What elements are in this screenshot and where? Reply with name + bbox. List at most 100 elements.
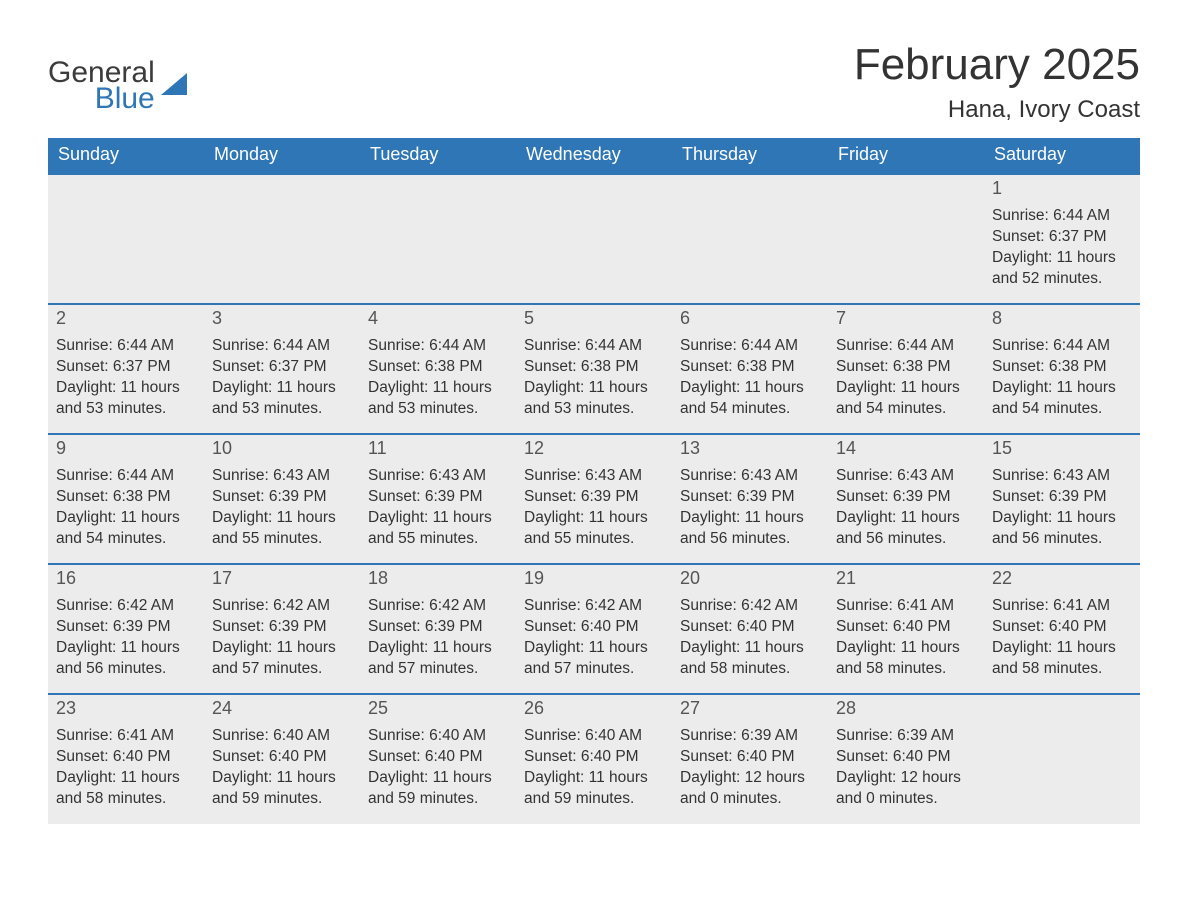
weekday-header: Tuesday [360,138,516,174]
day-body: Sunrise: 6:44 AMSunset: 6:37 PMDaylight:… [984,202,1140,300]
header: General Blue February 2025 Hana, Ivory C… [48,40,1140,124]
day-body: Sunrise: 6:40 AMSunset: 6:40 PMDaylight:… [204,722,360,820]
day-body: Sunrise: 6:40 AMSunset: 6:40 PMDaylight:… [360,722,516,820]
calendar-cell: 6Sunrise: 6:44 AMSunset: 6:38 PMDaylight… [672,304,828,434]
calendar-cell: 15Sunrise: 6:43 AMSunset: 6:39 PMDayligh… [984,434,1140,564]
sunset-text: Sunset: 6:38 PM [836,357,976,378]
day-number: 13 [672,435,828,462]
daylight-text: Daylight: 11 hours and 54 minutes. [56,508,196,550]
calendar-cell: 20Sunrise: 6:42 AMSunset: 6:40 PMDayligh… [672,564,828,694]
calendar-cell: 26Sunrise: 6:40 AMSunset: 6:40 PMDayligh… [516,694,672,824]
sunrise-text: Sunrise: 6:40 AM [524,726,664,747]
sunset-text: Sunset: 6:39 PM [680,487,820,508]
sail-icon [159,71,189,102]
day-number: 18 [360,565,516,592]
calendar-cell: 3Sunrise: 6:44 AMSunset: 6:37 PMDaylight… [204,304,360,434]
calendar-cell: 4Sunrise: 6:44 AMSunset: 6:38 PMDaylight… [360,304,516,434]
daylight-text: Daylight: 11 hours and 59 minutes. [212,768,352,810]
day-number: 7 [828,305,984,332]
day-number: 12 [516,435,672,462]
weekday-header: Saturday [984,138,1140,174]
sunrise-text: Sunrise: 6:39 AM [836,726,976,747]
day-number: 26 [516,695,672,722]
sunset-text: Sunset: 6:40 PM [524,747,664,768]
sunrise-text: Sunrise: 6:42 AM [680,596,820,617]
sunset-text: Sunset: 6:40 PM [836,747,976,768]
sunset-text: Sunset: 6:39 PM [368,617,508,638]
daylight-text: Daylight: 11 hours and 57 minutes. [524,638,664,680]
daylight-text: Daylight: 11 hours and 57 minutes. [212,638,352,680]
day-number: 4 [360,305,516,332]
calendar-cell [672,174,828,304]
day-number: 9 [48,435,204,462]
day-number-empty [672,175,828,202]
day-body: Sunrise: 6:44 AMSunset: 6:38 PMDaylight:… [984,332,1140,430]
calendar-header: SundayMondayTuesdayWednesdayThursdayFrid… [48,138,1140,174]
calendar-cell: 14Sunrise: 6:43 AMSunset: 6:39 PMDayligh… [828,434,984,564]
brand-text: General Blue [48,58,155,114]
calendar-week: 2 Sunrise: 6:44 AM Sunset: 6:37 PM Daylight… [48,304,1140,434]
daylight-text: Daylight: 11 hours and 56 minutes. [836,508,976,550]
day-number: 17 [204,565,360,592]
sunrise-text: Sunrise: 6:44 AM [992,206,1132,227]
calendar-cell: 19Sunrise: 6:42 AMSunset: 6:40 PMDayligh… [516,564,672,694]
sunset-text: Sunset: 6:37 PM [56,357,196,378]
day-number: 3 [204,305,360,332]
sunset-text: Sunset: 6:38 PM [680,357,820,378]
sunrise-text: Sunrise: 6:41 AM [992,596,1132,617]
daylight-text: Daylight: 11 hours and 56 minutes. [992,508,1132,550]
calendar-week: 9Sunrise: 6:44 AMSunset: 6:38 PMDaylight… [48,434,1140,564]
calendar-cell: 23Sunrise: 6:41 AMSunset: 6:40 PMDayligh… [48,694,204,824]
daylight-text: Daylight: 12 hours and 0 minutes. [836,768,976,810]
day-number: 25 [360,695,516,722]
daylight-text: Daylight: 12 hours and 0 minutes. [680,768,820,810]
day-number: 28 [828,695,984,722]
daylight-text: Daylight: 11 hours and 53 minutes. [212,378,352,420]
sunrise-text: Sunrise: 6:43 AM [368,466,508,487]
day-body: Sunrise: 6:43 AMSunset: 6:39 PMDaylight:… [360,462,516,560]
day-body: Sunrise: 6:44 AMSunset: 6:38 PMDaylight:… [48,462,204,560]
calendar-cell: 27Sunrise: 6:39 AMSunset: 6:40 PMDayligh… [672,694,828,824]
sunset-text: Sunset: 6:38 PM [992,357,1132,378]
weekday-header: Sunday [48,138,204,174]
day-body: Sunrise: 6:43 AMSunset: 6:39 PMDaylight:… [204,462,360,560]
sunset-text: Sunset: 6:39 PM [368,487,508,508]
daylight-text: Daylight: 11 hours and 54 minutes. [680,378,820,420]
day-number-empty [516,175,672,202]
sunrise-text: Sunrise: 6:42 AM [524,596,664,617]
calendar-cell: 18Sunrise: 6:42 AMSunset: 6:39 PMDayligh… [360,564,516,694]
day-number: 20 [672,565,828,592]
calendar-cell: 28 Sunrise: 6:39 AMSunset: 6:40 PMDayligh… [828,694,984,824]
sunrise-text: Sunrise: 6:43 AM [836,466,976,487]
day-body: Sunrise: 6:40 AMSunset: 6:40 PMDaylight:… [516,722,672,820]
daylight-text: Daylight: 11 hours and 54 minutes. [992,378,1132,420]
sunset-text: Sunset: 6:40 PM [524,617,664,638]
daylight-text: Daylight: 11 hours and 58 minutes. [680,638,820,680]
day-number: 23 [48,695,204,722]
calendar-cell [984,694,1140,824]
sunrise-text: Sunrise: 6:41 AM [836,596,976,617]
day-body: Sunrise: 6:43 AMSunset: 6:39 PMDaylight:… [516,462,672,560]
day-number: 2 [48,305,204,332]
calendar-table: SundayMondayTuesdayWednesdayThursdayFrid… [48,138,1140,824]
day-body: Sunrise: 6:42 AMSunset: 6:39 PMDaylight:… [360,592,516,690]
daylight-text: Daylight: 11 hours and 55 minutes. [524,508,664,550]
calendar-cell: 7Sunrise: 6:44 AMSunset: 6:38 PMDaylight… [828,304,984,434]
day-body: Sunrise: 6:43 AMSunset: 6:39 PMDaylight:… [672,462,828,560]
daylight-text: Daylight: 11 hours and 53 minutes. [524,378,664,420]
sunset-text: Sunset: 6:39 PM [992,487,1132,508]
sunset-text: Sunset: 6:40 PM [680,747,820,768]
weekday-header: Friday [828,138,984,174]
calendar-cell: 12Sunrise: 6:43 AMSunset: 6:39 PMDayligh… [516,434,672,564]
sunset-text: Sunset: 6:38 PM [56,487,196,508]
daylight-text: Daylight: 11 hours and 55 minutes. [368,508,508,550]
calendar-cell: 21Sunrise: 6:41 AMSunset: 6:40 PMDayligh… [828,564,984,694]
calendar-cell [516,174,672,304]
sunrise-text: Sunrise: 6:42 AM [56,596,196,617]
day-number: 8 [984,305,1140,332]
day-number-empty [204,175,360,202]
sunrise-text: Sunrise: 6:44 AM [524,336,664,357]
calendar-cell: 22Sunrise: 6:41 AMSunset: 6:40 PMDayligh… [984,564,1140,694]
sunrise-text: Sunrise: 6:39 AM [680,726,820,747]
sunset-text: Sunset: 6:38 PM [368,357,508,378]
